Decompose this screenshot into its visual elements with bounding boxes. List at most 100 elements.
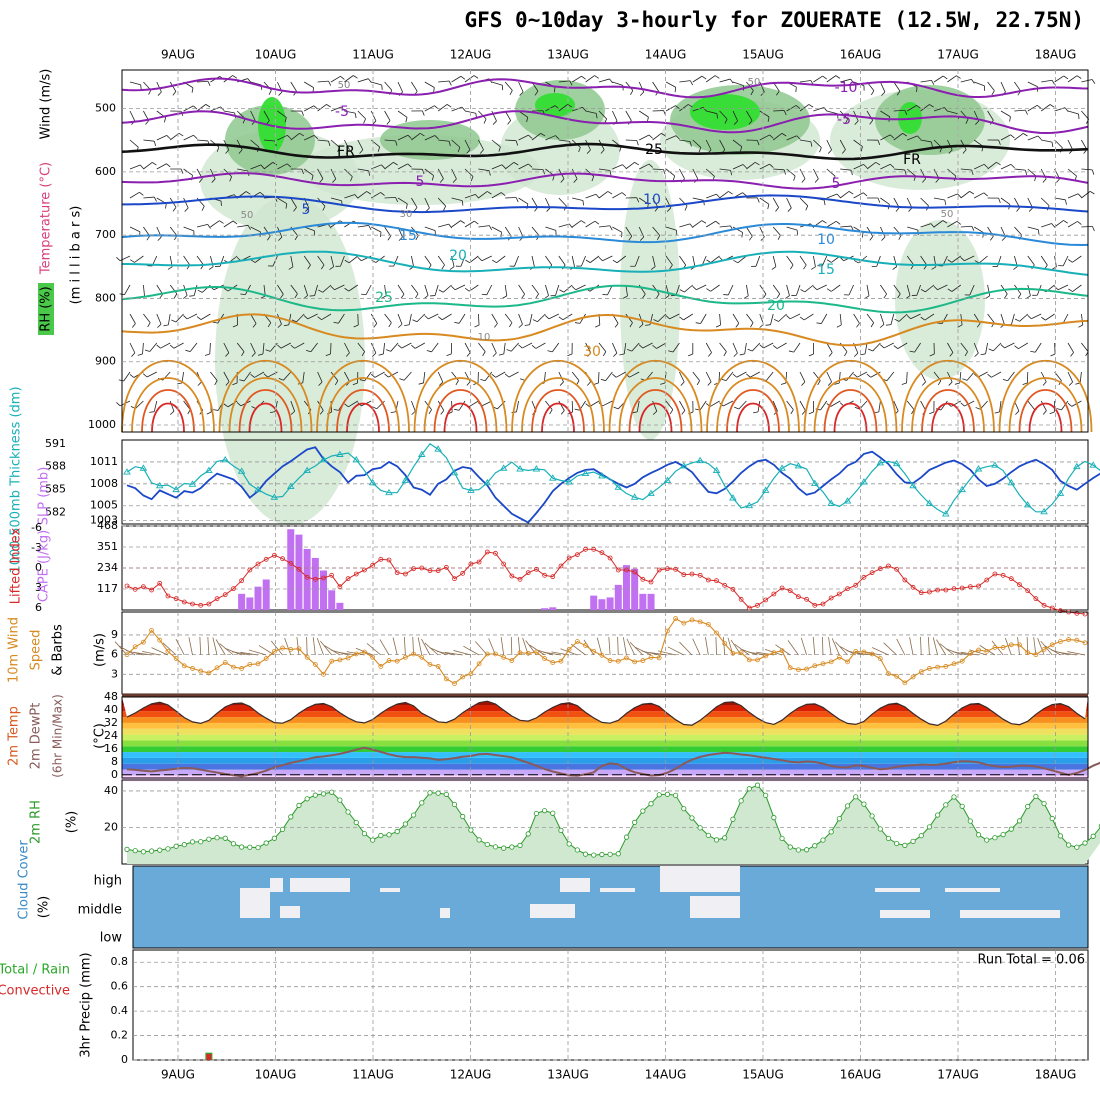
date-label-top: 13AUG [547,48,589,62]
wind-barb-flag [639,91,645,96]
wind-barb [746,313,754,323]
wind-barb-flag [317,316,322,321]
cape-tick-label: 351 [97,540,118,553]
wind-speed-point [820,661,826,667]
lifted-index-point [345,576,351,582]
lifted-index-point [231,586,236,592]
wind-barb [437,104,448,112]
wind-barb-10m [421,638,431,656]
wind-barb [424,105,435,112]
rh-point [984,837,990,843]
rh-point [329,789,335,795]
rh-point [812,843,818,849]
wind-speed-point [656,655,662,661]
wind-barb-flag [252,323,257,328]
isotherm-warm-arch [931,402,965,433]
rh-point [935,812,941,818]
wind-barb [411,133,421,141]
wind-barb [571,220,582,228]
wind-barb [464,75,475,83]
wind-barb-flag [642,293,646,299]
wind-barb [143,162,153,170]
wind-barb-flag [191,87,194,93]
rh-point [861,801,867,807]
wind-barb-flag [287,135,292,140]
rh-tick-label: 20 [104,820,118,833]
rh-point [468,827,474,833]
wind-barb-10m [715,636,717,656]
rh2m-unit-label: (%) [65,811,80,834]
wind-barb-flag [479,149,484,154]
wind-barb [514,255,519,267]
wind-barb [732,110,739,122]
thickness-point [1007,478,1016,486]
wind-barb [656,342,667,349]
wind-barb-10m [920,636,922,656]
wind-barb-flag [269,411,276,413]
wind-speed-point [574,639,580,644]
wind-barb [531,226,540,236]
lifted-index-point [877,566,883,572]
wind-barb-flag [507,120,511,125]
wind-barb [853,139,863,147]
wind-barb-flag [748,236,753,241]
wind-barb-10m [800,637,807,656]
wind-barb-flag [157,91,162,96]
wind-barb-flag [996,162,1001,166]
rh-point [754,782,761,788]
wind-barb [914,342,921,353]
wind-barb [129,342,136,354]
date-label-top: 11AUG [352,48,394,62]
wind-barb-flag [184,207,189,212]
wind-barb [665,400,674,410]
wind-barb [719,191,729,199]
wind-barb [250,226,261,233]
isotherm-warm-arch [531,389,585,433]
wind-barb-flag [666,207,671,212]
wind-barb [652,255,656,267]
rh-point [312,792,318,798]
wind-speed-point [140,639,146,645]
wind-barb [330,197,342,202]
wind-barb-10m [232,651,250,656]
wind-barb-flag [361,293,367,296]
wind-speed-point [1082,640,1088,646]
isotherm-warm-arch [608,360,703,433]
wind-barb-flag [730,170,733,176]
wind-barb [437,197,446,207]
wind-barb-flag [251,352,256,357]
wind-barb [545,226,556,231]
lifted-index-point [288,560,294,566]
wind-barb-10m [510,636,513,656]
wind-barb-10m [436,650,455,656]
wind-barb [585,342,592,353]
wind-barb-flag [311,175,314,181]
wind-speed-point [214,665,220,671]
wind-barb [589,255,600,263]
wind-barb-10m [162,642,177,656]
rh-point [894,840,900,847]
wind-barb-flag [743,295,749,299]
rh-point [558,827,564,834]
wind-barb [1067,342,1074,353]
wind-barb-flag [515,197,519,203]
wind-speed-point [607,658,613,663]
rh-point [926,824,933,830]
wind-barb [700,313,707,324]
rh-point [623,834,630,840]
lifted-index-point [910,584,916,590]
wind-barb-flag [877,140,881,146]
wind-barb [552,342,560,353]
wind-barb [786,168,796,177]
wind-barb [511,342,519,352]
wind-barb-flag [440,410,445,415]
date-label-bottom: 17AUG [937,1068,979,1082]
wind-speed-point [181,663,187,669]
wind-barb [665,168,675,177]
wind-barb-flag [675,135,680,140]
wind-barb-flag [518,344,523,349]
wind-barb [183,134,194,141]
wind-barb [848,284,854,296]
wind-speed-point [476,661,482,667]
wind-barb-flag [439,178,444,183]
